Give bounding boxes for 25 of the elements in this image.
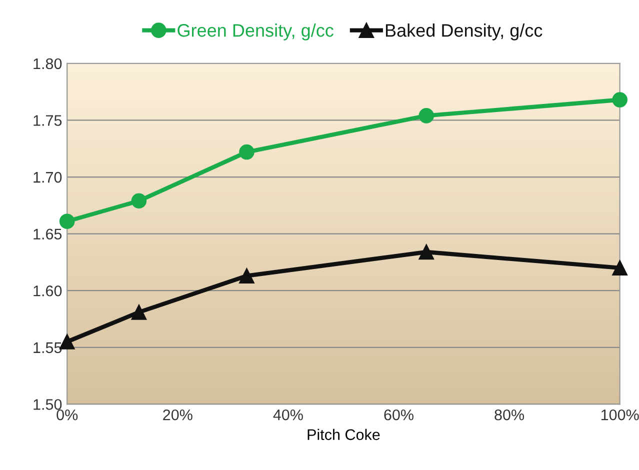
x-tick-label: 20% <box>163 409 192 420</box>
y-tick-label: 1.80 <box>34 58 62 70</box>
point <box>239 268 254 284</box>
point <box>418 108 434 124</box>
y-tick-label: 1.60 <box>34 285 62 296</box>
y-tick-label: 1.50 <box>34 399 62 410</box>
x-tick-label: 80% <box>494 409 524 420</box>
point <box>131 304 147 320</box>
legend-label: Green Density, g/cc <box>178 24 334 40</box>
point <box>612 260 628 276</box>
y-tick-label: 1.65 <box>34 228 62 240</box>
point <box>239 144 254 160</box>
x-axis-title: Pitch Coke <box>308 428 380 440</box>
y-tick-label: 1.75 <box>34 115 62 126</box>
legend-label: Baked Density, g/cc <box>386 24 542 40</box>
x-tick-label: 60% <box>384 409 414 420</box>
point <box>612 92 628 108</box>
x-tick-label: 100% <box>601 409 639 420</box>
y-tick-label: 1.70 <box>34 172 62 183</box>
x-tick-label: 40% <box>273 409 303 420</box>
y-tick-label: 1.55 <box>34 342 62 354</box>
point <box>59 214 75 229</box>
point <box>131 193 147 209</box>
point <box>418 244 434 260</box>
x-tick-label: 0% <box>56 409 78 420</box>
